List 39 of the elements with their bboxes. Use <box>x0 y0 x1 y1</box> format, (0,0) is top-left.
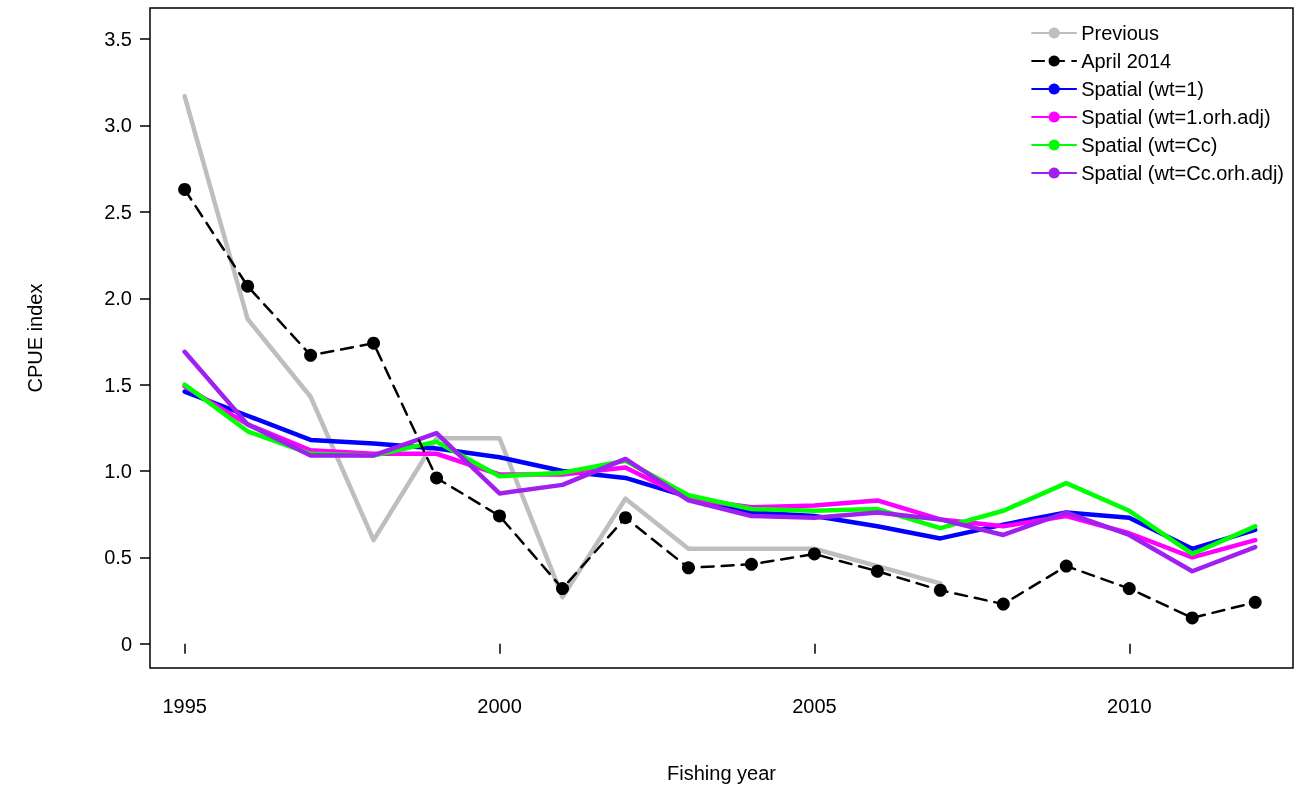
point <box>870 564 884 578</box>
x-tick-label: 2005 <box>792 695 837 717</box>
legend-label: Spatial (wt=Cc) <box>1081 134 1218 156</box>
line-series <box>182 349 1258 574</box>
legend-label: Spatial (wt=1) <box>1081 78 1204 100</box>
y-tick-label: 3.5 <box>104 28 132 51</box>
y-tick-label: 1.5 <box>104 373 132 396</box>
y-tick-label: 0.5 <box>104 546 132 569</box>
y-axis-title: CPUE index <box>24 283 46 393</box>
point <box>996 597 1010 611</box>
point <box>1122 582 1136 596</box>
x-tick-label: 1995 <box>162 695 207 717</box>
point <box>304 348 318 362</box>
point <box>556 582 569 596</box>
point <box>1185 611 1199 625</box>
point <box>807 547 821 561</box>
point <box>1248 595 1262 609</box>
point <box>933 583 947 597</box>
legend-label: Previous <box>1081 22 1159 44</box>
point <box>367 336 381 350</box>
y-tick-label: 2.5 <box>104 200 132 223</box>
x-tick-label: 2000 <box>477 695 522 717</box>
legend-label: Spatial (wt=1.orh.adj) <box>1081 106 1271 128</box>
y-tick-label: 3.0 <box>104 114 132 137</box>
point <box>744 557 758 571</box>
point <box>618 511 632 525</box>
point <box>493 509 507 523</box>
y-tick-label: 1.0 <box>104 460 132 483</box>
y-tick-label: 0 <box>120 632 132 655</box>
legend-label: April 2014 <box>1081 50 1172 72</box>
legend-label: Spatial (wt=Cc.orh.adj) <box>1081 162 1285 184</box>
x-tick-label: 2010 <box>1107 695 1152 717</box>
x-axis-title: Fishing year <box>667 762 777 784</box>
point <box>241 279 255 293</box>
y-tick-label: 2.0 <box>104 287 132 310</box>
point <box>178 182 192 196</box>
point <box>430 471 444 485</box>
point <box>681 561 695 575</box>
point <box>1059 559 1073 573</box>
